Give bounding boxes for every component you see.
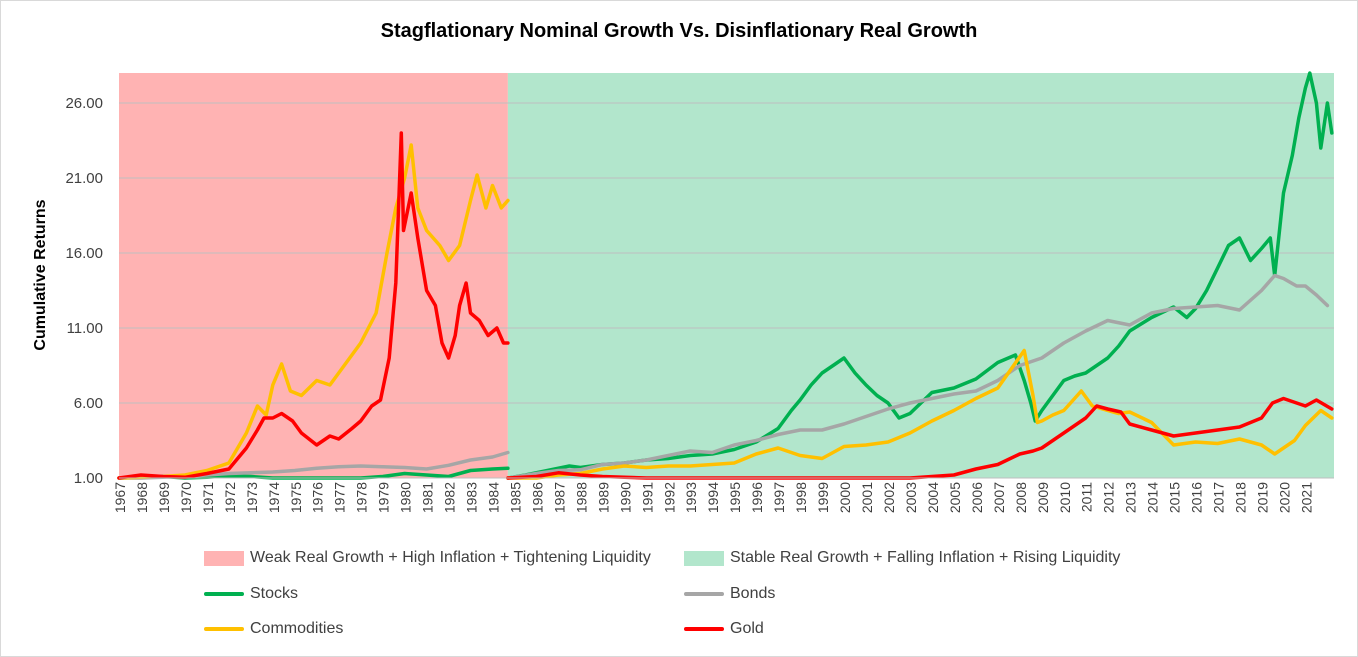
x-tick-label: 1987 bbox=[551, 482, 567, 513]
x-tick-label: 1998 bbox=[793, 482, 809, 513]
x-tick-label: 2010 bbox=[1057, 482, 1073, 513]
x-tick-label: 1975 bbox=[288, 482, 304, 513]
x-tick-label: 1967 bbox=[112, 482, 128, 513]
x-tick-label: 1976 bbox=[310, 482, 326, 513]
x-tick-label: 2006 bbox=[969, 482, 985, 513]
series-line-bonds-1984-2021 bbox=[506, 273, 1330, 480]
x-tick-label: 2002 bbox=[881, 482, 897, 513]
x-tick-label: 2021 bbox=[1298, 482, 1314, 513]
x-tick-label: 2016 bbox=[1189, 482, 1205, 513]
x-tick-label: 1991 bbox=[639, 482, 655, 513]
x-tick-label: 1995 bbox=[727, 482, 743, 513]
x-tick-label: 2004 bbox=[925, 482, 941, 513]
series-line-gold-1967-1984 bbox=[117, 131, 510, 480]
series-line-stocks-1984-2021 bbox=[506, 71, 1334, 480]
x-tick-label: 2005 bbox=[947, 482, 963, 513]
x-tick-label: 2017 bbox=[1211, 482, 1227, 513]
x-tick-label: 1997 bbox=[771, 482, 787, 513]
x-tick-label: 2012 bbox=[1101, 482, 1117, 513]
x-tick-label: 1971 bbox=[200, 482, 216, 513]
series-line-commodities-1967-1984 bbox=[117, 143, 510, 480]
y-tick-label: 1.00 bbox=[74, 470, 103, 487]
x-tick-label: 2020 bbox=[1276, 482, 1292, 513]
y-tick-label: 16.00 bbox=[65, 245, 103, 262]
y-tick-label: 26.00 bbox=[65, 95, 103, 112]
x-tick-label: 2018 bbox=[1233, 482, 1249, 513]
x-tick-label: 1990 bbox=[617, 482, 633, 513]
regime-band-2 bbox=[507, 73, 1334, 478]
x-tick-label: 1993 bbox=[683, 482, 699, 513]
x-tick-label: 1983 bbox=[464, 482, 480, 513]
x-tick-label: 1985 bbox=[507, 482, 523, 513]
y-tick-label: 11.00 bbox=[67, 320, 103, 337]
chart-title: Stagflationary Nominal Growth Vs. Disinf… bbox=[380, 20, 978, 42]
x-tick-label: 1981 bbox=[420, 482, 436, 513]
x-tick-label: 2007 bbox=[991, 482, 1007, 513]
x-tick-label: 1968 bbox=[134, 482, 150, 513]
x-tick-label: 2008 bbox=[1013, 482, 1029, 513]
regime-bands bbox=[119, 73, 1334, 478]
axes: 1.00 6.00 11.00 16.00 21.00 26.00 1967 1968 1969… bbox=[65, 95, 1334, 513]
x-tick-label: 2003 bbox=[903, 482, 919, 513]
y-tick-label: 21.00 bbox=[65, 170, 103, 187]
x-tick-label: 1992 bbox=[661, 482, 677, 513]
x-tick-label: 1982 bbox=[442, 482, 458, 513]
x-tick-label: 2001 bbox=[859, 482, 875, 513]
x-tick-label: 1969 bbox=[156, 482, 172, 513]
x-tick-label: 1970 bbox=[178, 482, 194, 513]
series-line-commodities-1984-2021 bbox=[506, 348, 1334, 480]
x-tick-label: 1986 bbox=[529, 482, 545, 513]
x-tick-label: 2009 bbox=[1035, 482, 1051, 513]
regime-band-1 bbox=[119, 73, 508, 478]
x-tick-label: 2019 bbox=[1254, 482, 1270, 513]
x-tick-label: 1972 bbox=[222, 482, 238, 513]
x-tick-label: 2013 bbox=[1123, 482, 1139, 513]
y-tick-label: 6.00 bbox=[74, 395, 103, 412]
x-tick-label: 1984 bbox=[486, 482, 502, 513]
x-tick-label: 1994 bbox=[705, 482, 721, 513]
x-tick-label: 1988 bbox=[573, 482, 589, 513]
x-tick-label: 1989 bbox=[595, 482, 611, 513]
x-tick-label: 2000 bbox=[837, 482, 853, 513]
x-tick-label: 1980 bbox=[398, 482, 414, 513]
x-tick-label: 1978 bbox=[354, 482, 370, 513]
x-tick-label: 1974 bbox=[266, 482, 282, 513]
x-tick-label: 1996 bbox=[749, 482, 765, 513]
x-tick-label: 1977 bbox=[332, 482, 348, 513]
x-tick-label: 2014 bbox=[1145, 482, 1161, 513]
x-tick-label: 1999 bbox=[815, 482, 831, 513]
x-tick-label: 2015 bbox=[1167, 482, 1183, 513]
x-tick-label: 1979 bbox=[376, 482, 392, 513]
x-tick-label: 1973 bbox=[244, 482, 260, 513]
x-tick-label: 2011 bbox=[1079, 482, 1095, 512]
